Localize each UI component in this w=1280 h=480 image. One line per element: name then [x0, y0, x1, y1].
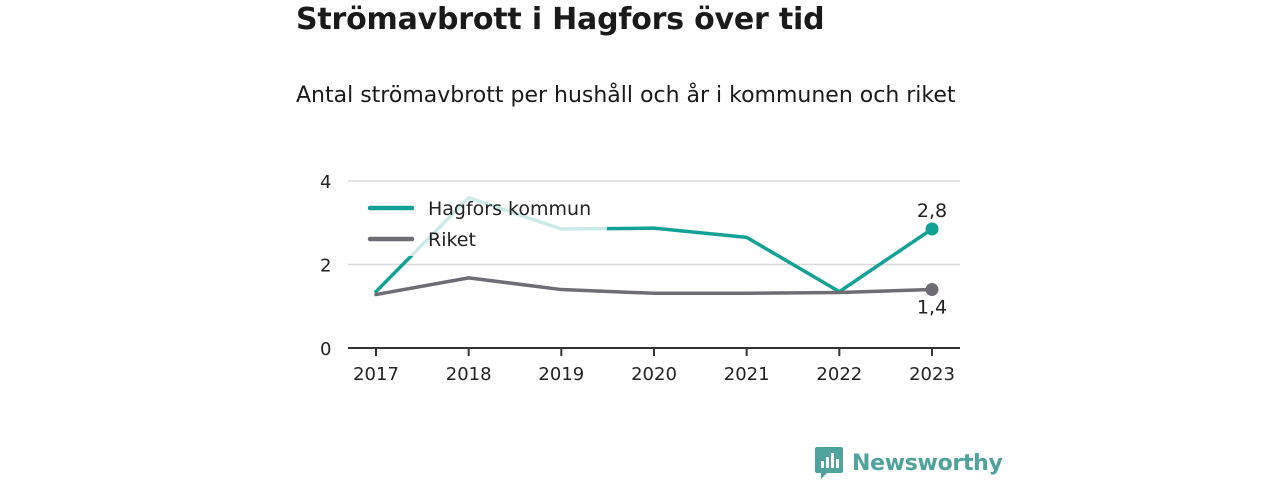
- x-tick-label: 2023: [909, 364, 955, 385]
- end-label-hagfors: 2,8: [917, 200, 947, 222]
- x-tick-label: 2022: [816, 364, 862, 385]
- x-tick-label: 2017: [353, 364, 399, 385]
- y-tick-label: 0: [320, 339, 331, 360]
- chart-subtitle: Antal strömavbrott per hushåll och år i …: [296, 83, 956, 108]
- chart-title: Strömavbrott i Hagfors över tid: [296, 2, 825, 37]
- gridlines: [348, 180, 960, 266]
- end-label-riket: 1,4: [917, 297, 947, 319]
- y-tick-label: 2: [320, 256, 331, 277]
- brand-name: Newsworthy: [852, 450, 1003, 476]
- end-point-hagfors: [925, 222, 939, 236]
- legend-label-hagfors: Hagfors kommun: [428, 198, 591, 220]
- x-tick-label: 2020: [631, 364, 677, 385]
- legend: Hagfors kommun Riket: [364, 190, 607, 256]
- x-tick-label: 2018: [446, 364, 492, 385]
- x-tick-label: 2021: [724, 364, 770, 385]
- end-labels: 2,8 1,4: [917, 200, 947, 319]
- newsworthy-logo: Newsworthy: [815, 446, 1003, 480]
- series-line-riket: [374, 276, 934, 297]
- end-point-riket: [925, 283, 939, 297]
- y-axis-ticks: 0 2 4: [320, 172, 331, 360]
- x-tick-label: 2019: [538, 364, 584, 385]
- x-axis: 2017 2018 2019 2020 2021 2022 2023: [348, 347, 960, 385]
- legend-backdrop: [364, 190, 607, 256]
- legend-label-riket: Riket: [428, 229, 476, 251]
- bar-chart-speech-bubble-icon: [815, 447, 843, 479]
- y-tick-label: 4: [320, 172, 331, 193]
